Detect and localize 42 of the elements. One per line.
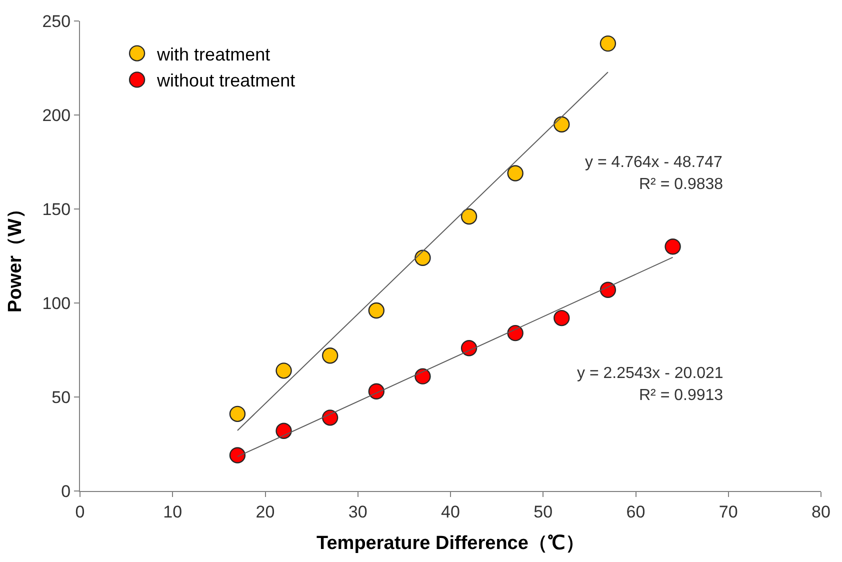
point	[507, 165, 524, 182]
annotation: y = 2.2543x - 20.021	[577, 365, 724, 382]
y-axis-title: Power（W）	[5, 200, 26, 312]
point	[507, 324, 524, 342]
point	[414, 368, 431, 384]
point	[414, 250, 431, 266]
y-tick-label: 200	[42, 106, 71, 125]
x-tick-label: 60	[626, 502, 646, 522]
y-tick-label: 0	[61, 482, 71, 501]
y-tick-label: 100	[42, 294, 71, 313]
point	[460, 340, 478, 356]
x-tick-label: 40	[441, 502, 460, 522]
point	[600, 282, 616, 298]
x-axis-title: Temperature Difference（℃）	[316, 533, 584, 554]
legend-label: with treatment	[156, 44, 270, 64]
y-tick-label: 250	[42, 12, 71, 31]
annotation: R² = 0.9913	[639, 387, 724, 404]
point	[229, 406, 246, 422]
x-tick-label: 10	[163, 502, 182, 522]
point	[664, 238, 681, 255]
point	[460, 208, 478, 225]
y-tick-label: 150	[42, 200, 71, 219]
point	[368, 383, 384, 400]
y-tick-label: 50	[52, 388, 71, 407]
point	[276, 362, 292, 379]
annotation: y = 4.764x - 48.747	[585, 154, 723, 171]
legend-label: without treatment	[156, 70, 296, 91]
x-tick-label: 70	[718, 502, 738, 522]
x-tick-label: 0	[75, 502, 85, 522]
point	[554, 310, 570, 326]
x-tick-label: 50	[534, 502, 553, 522]
x-tick-label: 20	[256, 502, 275, 522]
point	[276, 422, 292, 439]
x-tick-label: 30	[348, 502, 368, 522]
point	[554, 116, 570, 132]
point	[322, 410, 338, 426]
x-tick-label: 80	[812, 502, 830, 522]
point	[368, 302, 384, 319]
point	[600, 35, 616, 52]
point	[322, 348, 338, 364]
point	[229, 447, 246, 464]
annotation: R² = 0.9838	[639, 176, 724, 193]
